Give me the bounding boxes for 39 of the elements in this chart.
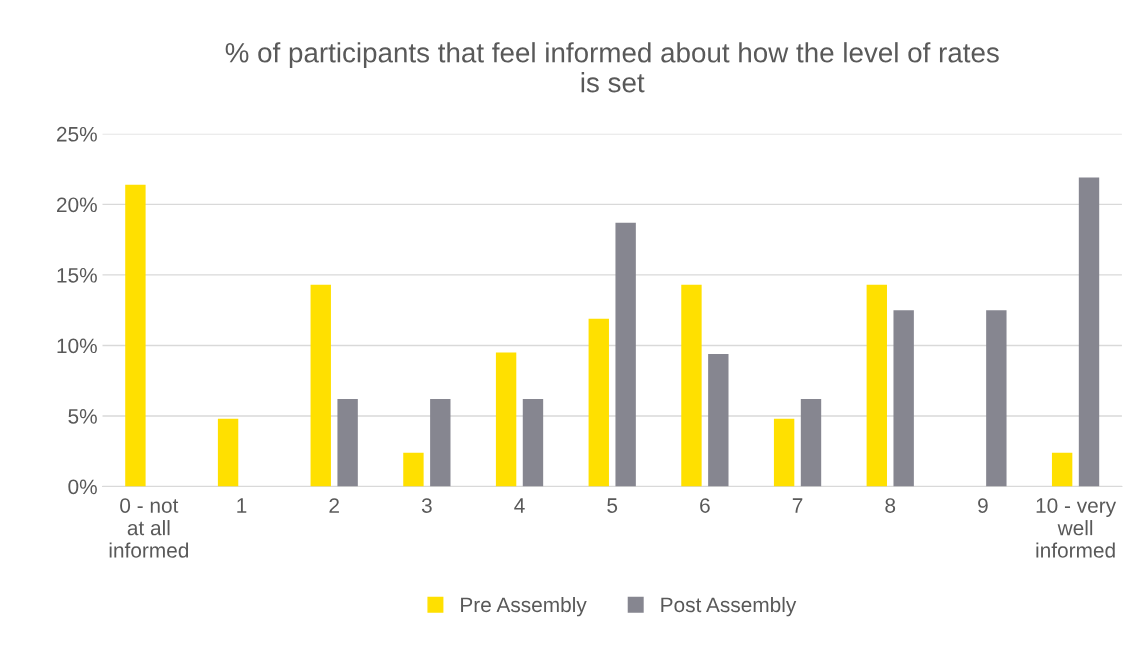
y-tick-label: 20%	[57, 197, 97, 213]
bar	[588, 318, 609, 487]
bar	[708, 353, 729, 487]
bar	[403, 452, 424, 487]
y-tick-label: 15%	[57, 268, 97, 283]
bar	[337, 399, 358, 487]
y-tick-label: 5%	[68, 409, 97, 424]
x-tick-label: 9	[978, 498, 988, 513]
bar	[125, 184, 146, 487]
x-tick-label: 1	[237, 498, 247, 513]
y-tick-label: 10%	[57, 338, 97, 354]
bar	[522, 399, 544, 487]
chart-title: % of participants that feel informed about how the level of rates is set	[225, 42, 999, 93]
bar	[495, 352, 517, 487]
x-tick-label: 10 - very well informed	[1036, 498, 1117, 558]
x-tick-label: 7	[792, 498, 803, 513]
x-tick-label: 3	[421, 498, 432, 513]
bar	[615, 222, 636, 487]
x-tick-label: 2	[329, 498, 339, 513]
x-tick-label: 8	[885, 498, 896, 513]
x-tick-label: 6	[700, 498, 710, 513]
bar	[1078, 177, 1100, 487]
bar	[681, 284, 702, 487]
bar	[217, 418, 239, 487]
bar	[430, 399, 451, 487]
legend-label: Post Assembly	[661, 596, 797, 617]
bar	[1051, 452, 1073, 487]
x-tick-label: 4	[514, 498, 525, 513]
bar	[773, 418, 795, 487]
legend-label: Pre Assembly	[461, 596, 587, 617]
bar	[893, 310, 914, 487]
x-tick-label: 5	[607, 498, 618, 513]
bar	[866, 284, 887, 487]
bar	[310, 284, 331, 487]
y-tick-label: 0%	[68, 479, 97, 495]
y-tick-label: 25%	[57, 126, 97, 142]
bar	[986, 310, 1007, 487]
x-tick-label: 0 - not at all informed	[109, 498, 189, 558]
bar	[800, 399, 822, 487]
